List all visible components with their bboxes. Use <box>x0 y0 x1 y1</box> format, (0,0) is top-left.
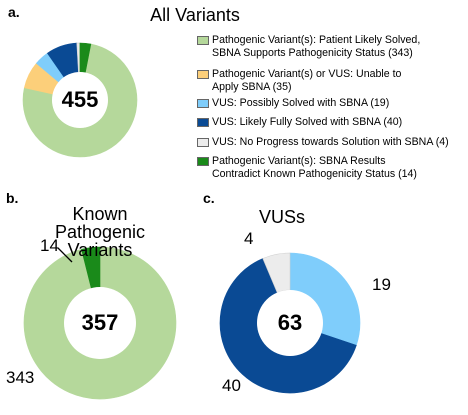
legend-label: Pathogenic Variant(s): SBNA Results Cont… <box>212 155 417 180</box>
legend-label: Pathogenic Variant(s): Patient Likely So… <box>212 34 421 59</box>
panel-label: b. <box>6 190 19 206</box>
legend-label: VUS: Likely Fully Solved with SBNA (40) <box>212 116 403 128</box>
value-label: 14 <box>40 236 59 255</box>
legend-swatch <box>197 118 209 127</box>
legend-label: VUS: Possibly Solved with SBNA (19) <box>212 97 390 109</box>
legend-swatch <box>197 138 209 147</box>
value-label: 343 <box>6 368 35 387</box>
panel-label: a. <box>8 4 20 20</box>
center-total: 63 <box>277 310 303 335</box>
legend-swatch <box>197 99 209 108</box>
value-label: 40 <box>222 376 241 395</box>
value-label: 19 <box>372 275 391 294</box>
value-label: 4 <box>244 229 254 248</box>
panel-label: c. <box>203 190 215 206</box>
chart-title: Known Pathogenic Variants <box>54 204 146 260</box>
donut-hole <box>64 287 136 359</box>
legend-swatch <box>197 36 209 45</box>
leader-line <box>57 247 73 263</box>
legend-label: VUS: No Progress towards Solution with S… <box>212 136 449 148</box>
legend-label: Pathogenic Variant(s) or VUS: Unable to … <box>212 68 402 93</box>
chart-title: All Variants <box>150 5 240 25</box>
center-total: 455 <box>61 87 99 112</box>
donut-hole <box>52 72 108 128</box>
legend-swatch <box>197 157 209 166</box>
donut-hole <box>257 290 323 356</box>
legend-swatch <box>197 70 209 79</box>
center-total: 357 <box>81 310 119 335</box>
chart-title: VUSs <box>258 207 305 227</box>
